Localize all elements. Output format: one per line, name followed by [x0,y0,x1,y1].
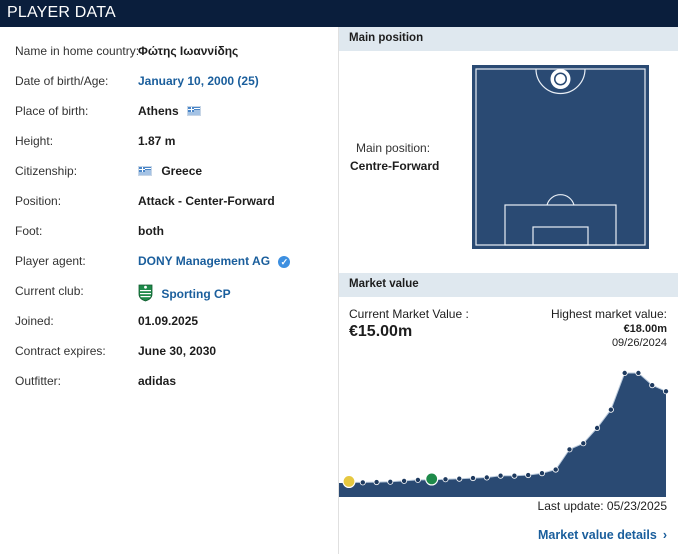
main-position-label: Main position: [356,141,431,155]
market-value-title: Market value [349,278,419,290]
highest-value-date: 09/26/2024 [611,337,667,349]
info-row-agent: Player agent: DONY Management AG ✓ [0,242,338,272]
market-value-point [359,479,366,486]
market-value-point [401,477,408,484]
row-label: Contract expires: [15,344,106,358]
last-update: Last update: 05/23/2025 [537,499,667,513]
row-label: Place of birth: [15,104,89,118]
row-label: Player agent: [15,254,86,268]
row-value-wrap: Sporting CP [138,284,231,302]
market-value-point [456,475,463,482]
verified-check-icon: ✓ [278,256,291,268]
row-label: Height: [15,134,54,148]
market-value-point [607,406,614,413]
market-value-point [442,476,449,483]
club-link[interactable]: Sporting CP [161,287,231,301]
info-row-joined: Joined: 01.09.2025 [0,302,338,332]
row-value-wrap: Athens [138,104,202,118]
citizenship-value: Greece [161,164,203,178]
market-value-point [566,446,573,453]
main-position-value: Centre-Forward [350,159,440,173]
market-value-point [373,479,380,486]
current-value-label: Current Market Value : [349,307,469,321]
row-label: Date of birth/Age: [15,74,109,88]
greece-flag-icon [138,166,152,176]
info-row-club: Current club: Sporting CP [0,272,338,302]
center-circle-half [535,68,586,95]
row-value: Φώτης Ιωαννίδης [138,44,239,58]
market-value-point [497,472,504,479]
market-value-point [387,478,394,485]
row-label: Joined: [15,314,54,328]
highest-value-label: Highest market value: [550,307,667,321]
main-position-header: Main position [339,27,678,51]
pitch-diagram [472,65,649,249]
market-value-point [511,472,518,479]
market-value-point [538,470,545,477]
info-row-dob: Date of birth/Age: January 10, 2000 (25) [0,62,338,92]
row-label: Citizenship: [15,164,78,178]
greece-flag-icon [187,106,202,116]
row-label: Foot: [15,224,43,238]
market-value-point [414,476,421,483]
market-value-point [662,388,669,395]
birthplace-value: Athens [138,104,179,118]
highest-value: €18.00m [623,323,667,335]
info-row-position: Position: Attack - Center-Forward [0,182,338,212]
info-row-contract: Contract expires: June 30, 2030 [0,332,338,362]
info-row-foot: Foot: both [0,212,338,242]
position-marker-dot [555,74,566,84]
player-info-panel: Name in home country: Φώτης Ιωαννίδης Da… [0,27,338,554]
market-value-point [552,466,559,473]
market-value-point [649,382,656,389]
market-value-point [469,475,476,482]
market-value-chart[interactable] [339,357,678,497]
info-row-outfitter: Outfitter: adidas [0,362,338,392]
goal-box [532,226,589,246]
section-title: PLAYER DATA [7,4,116,21]
info-row-citizenship: Citizenship: Greece [0,152,338,182]
sporting-crest-icon[interactable] [138,284,153,302]
market-value-point [525,472,532,479]
market-value-point [635,369,642,376]
info-row-birthplace: Place of birth: Athens [0,92,338,122]
row-value-wrap: Greece [138,164,202,178]
market-value-details-link[interactable]: Market value details › [538,528,667,542]
row-value: June 30, 2030 [138,344,217,358]
row-value: 1.87 m [138,134,176,148]
details-link-text[interactable]: Market value details [538,528,657,542]
row-value-wrap: DONY Management AG ✓ [138,254,291,268]
row-value: 01.09.2025 [138,314,199,328]
market-value-point [594,425,601,432]
market-value-header: Market value [339,273,678,297]
club-badge-icon [425,472,439,486]
chevron-right-icon: › [662,528,667,542]
market-value-point [580,440,587,447]
info-row-height: Height: 1.87 m [0,122,338,152]
side-panel: Main position Main position: Centre-Forw… [339,27,678,554]
row-label: Outfitter: [15,374,62,388]
row-value: both [138,224,164,238]
column-divider [338,27,339,554]
market-value-point [483,474,490,481]
row-label: Position: [15,194,62,208]
market-value-point [621,369,628,376]
player-data-header: PLAYER DATA [0,0,678,27]
club-badge-icon [342,474,356,489]
dob-link[interactable]: January 10, 2000 (25) [138,74,259,88]
agent-link[interactable]: DONY Management AG [138,254,271,268]
row-value: adidas [138,374,177,388]
penalty-arc [546,194,575,206]
row-label: Name in home country: [15,44,140,58]
pitch-field [472,65,649,249]
info-row-home-name: Name in home country: Φώτης Ιωαννίδης [0,32,338,62]
market-value-area [339,373,666,497]
main-position-title: Main position [349,32,424,44]
row-label: Current club: [15,284,84,298]
current-value: €15.00m [349,323,413,340]
row-value: Attack - Center-Forward [138,194,275,208]
